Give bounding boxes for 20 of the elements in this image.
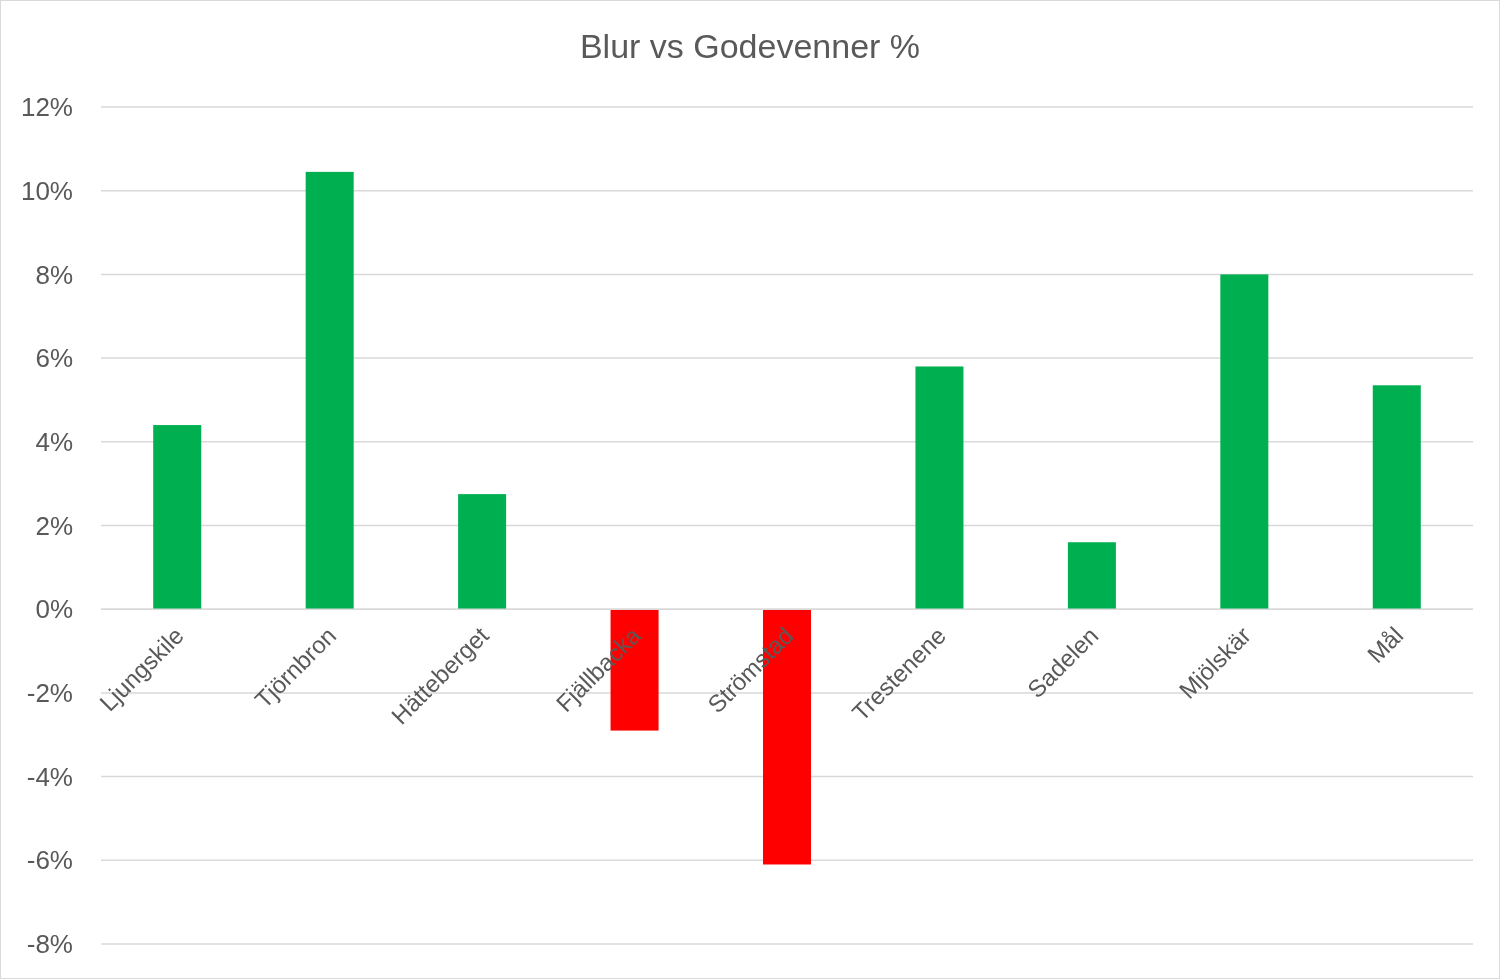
y-tick-label: -8%: [26, 929, 73, 960]
x-tick-label: Mål: [1361, 621, 1409, 669]
y-tick-label: 0%: [35, 594, 73, 625]
bar: [1220, 274, 1269, 610]
y-tick-label: 6%: [35, 343, 73, 374]
bar: [915, 366, 964, 610]
y-tick-label: 10%: [20, 175, 73, 206]
bar: [458, 494, 507, 610]
y-tick-label: -2%: [26, 678, 73, 708]
y-tick-label: -4%: [26, 761, 73, 792]
bar: [1067, 542, 1116, 610]
y-tick-label: 2%: [35, 510, 73, 541]
y-tick-label: 4%: [35, 426, 73, 457]
chart-title: Blur vs Godevenner %: [579, 27, 921, 65]
y-tick-label: 8%: [35, 259, 73, 290]
y-tick-label: 12%: [20, 92, 73, 123]
y-tick-label: -6%: [26, 845, 73, 876]
bar: [153, 425, 202, 610]
bar: [305, 171, 354, 610]
bar: [1372, 385, 1421, 610]
